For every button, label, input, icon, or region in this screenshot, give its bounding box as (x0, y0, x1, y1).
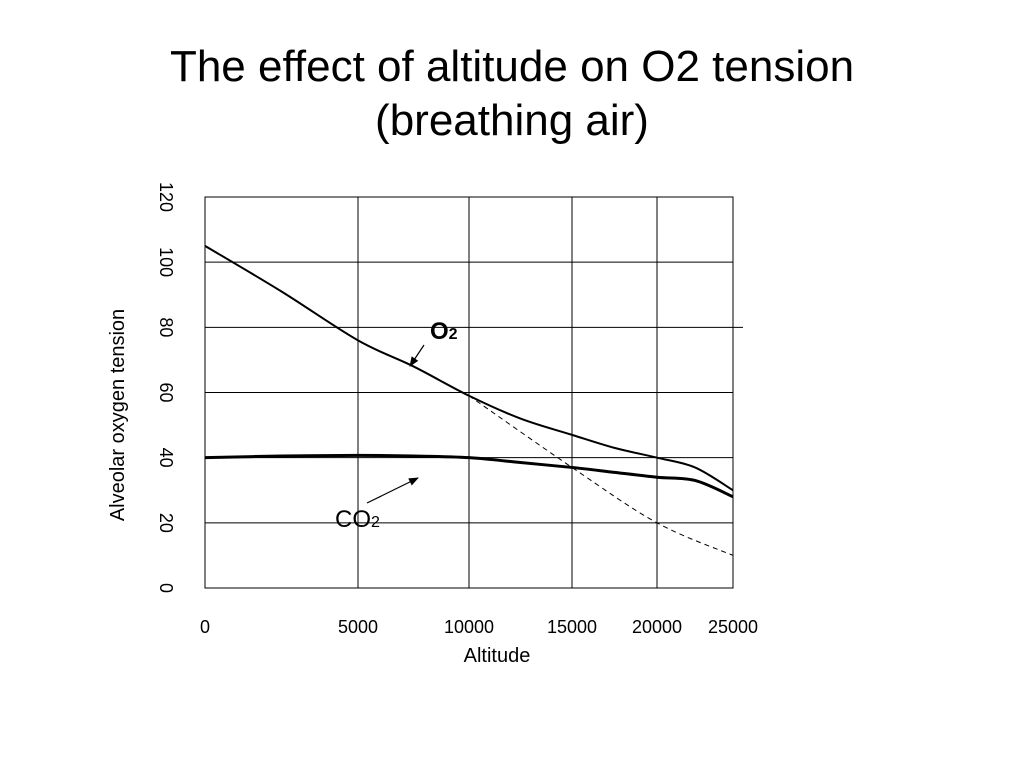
x-tick-labels: 0 5000 10000 15000 20000 25000 (200, 617, 758, 637)
chart-grid (204, 196, 743, 589)
series-line-dashed (468, 395, 734, 556)
y-tick-label: 100 (156, 247, 176, 277)
y-tick-label: 0 (156, 583, 176, 593)
y-tick-label: 40 (156, 448, 176, 468)
chart-title-line1: The effect of altitude on O2 tension (169, 42, 855, 91)
y-tick-label: 20 (156, 513, 176, 533)
x-tick-label: 0 (200, 617, 210, 637)
y-axis-label: Alveolar oxygen tension (107, 309, 129, 521)
x-tick-label: 20000 (632, 617, 682, 637)
y-tick-label: 60 (156, 382, 176, 402)
y-tick-label: 120 (156, 182, 176, 212)
series-lines (204, 245, 734, 556)
series-line-o2 (204, 245, 734, 492)
y-tick-label: 80 (156, 317, 176, 337)
chart-title-line2: (breathing air) (375, 96, 649, 145)
chart-title: The effect of altitude on O2 tension (br… (0, 40, 1024, 148)
x-tick-label: 10000 (444, 617, 494, 637)
annotations: O2 CO2 (335, 318, 458, 533)
x-tick-label: 25000 (708, 617, 758, 637)
o2-annotation-arrow (409, 344, 425, 367)
co2-annotation-arrow (366, 477, 419, 504)
series-line-co2 (204, 453, 734, 499)
y-tick-labels: 0 20 40 60 80 100 120 (156, 182, 176, 593)
x-tick-label: 15000 (547, 617, 597, 637)
o2-annotation-label: O2 (430, 318, 458, 345)
x-axis-label: Altitude (464, 645, 531, 667)
x-tick-label: 5000 (338, 617, 378, 637)
co2-annotation-label: CO2 (335, 506, 380, 533)
